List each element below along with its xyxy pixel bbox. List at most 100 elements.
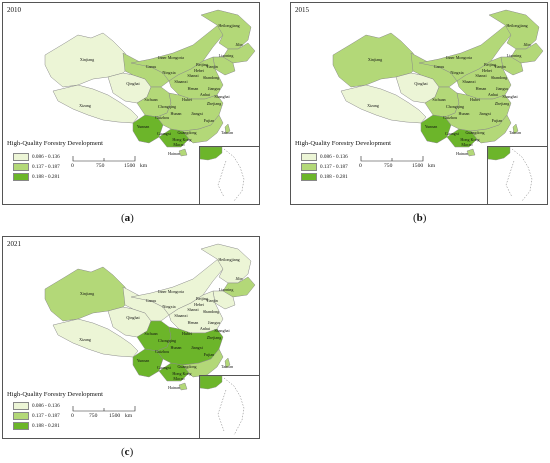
region-label: Hunan <box>171 111 182 116</box>
region-label: Shaanxi <box>174 313 188 318</box>
legend-item-high: 0.188 - 0.281 <box>301 173 348 181</box>
legend-item-low: 0.086 - 0.136 <box>301 153 348 161</box>
region-label: Hong Kong <box>172 371 191 376</box>
panel-year: 2021 <box>7 240 21 248</box>
region-label: Jiangxi <box>191 345 204 350</box>
province-inner-mongoria <box>130 258 224 316</box>
region-label: Ningxia <box>450 70 463 75</box>
region-label: Qinghai <box>414 81 428 86</box>
region-label: Hunan <box>171 345 182 350</box>
inset-boundary <box>217 148 245 202</box>
region-label: Fujian <box>204 352 214 357</box>
region-label: Jiangsu <box>208 86 220 91</box>
legend-swatch <box>13 163 29 171</box>
legend-title: High-Quality Forestry Development <box>295 140 391 147</box>
china-map-2015: Heilongjiang Jilin Liaoning Inner Mongoria B… <box>332 9 544 157</box>
region-label: Fujian <box>492 118 502 123</box>
legend-swatch <box>13 422 29 430</box>
region-label: Shaanxi <box>174 79 188 84</box>
region-label: Anhui <box>200 326 211 331</box>
region-label: Hebei <box>194 302 205 307</box>
region-label: Hebei <box>482 68 493 73</box>
region-label: Qinghai <box>126 315 140 320</box>
region-label: Zhejiang <box>207 101 222 106</box>
province-xizang <box>52 84 139 124</box>
province-inner-mongoria <box>130 24 224 82</box>
scale-tick: 0 <box>71 413 74 419</box>
region-label: Taiwan <box>221 364 233 369</box>
legend-item-high: 0.188 - 0.281 <box>13 422 60 430</box>
region-label: Hubei <box>182 331 193 336</box>
inset-boundary <box>505 148 533 202</box>
province-taiwan <box>224 123 231 135</box>
map-panel-2015: 2015 Heilongjiang Jilin Liaoning Inner Mong… <box>290 2 548 205</box>
region-label: Henan <box>476 86 487 91</box>
region-label: Jiangxi <box>191 111 204 116</box>
region-label: Jilin <box>523 42 530 47</box>
region-label: Hainan <box>168 385 180 390</box>
region-label: Liaoning <box>219 53 234 58</box>
south-china-sea-inset <box>199 375 259 438</box>
region-label: Beijing <box>196 296 208 301</box>
region-label: Qinghai <box>126 81 140 86</box>
region-label: Chongqing <box>158 338 176 343</box>
scale-unit: km <box>428 163 436 169</box>
china-map-2010: Heilongjiang Jilin Liaoning Inner Mongoria B… <box>44 9 256 157</box>
inset-coast <box>487 146 511 161</box>
province-central <box>156 326 224 366</box>
scale-tick: 1500 <box>412 163 424 169</box>
region-label: Macao <box>173 376 184 381</box>
province-central <box>444 92 512 132</box>
region-label: Liaoning <box>219 287 234 292</box>
inset-map <box>199 146 245 202</box>
region-label: Jiangxi <box>479 111 492 116</box>
region-label: Beijing <box>196 62 208 67</box>
region-label: Shandong <box>203 75 219 80</box>
province-north <box>456 56 512 100</box>
region-label: Yunnan <box>137 358 150 363</box>
province-north <box>168 56 224 100</box>
inset-map <box>199 375 245 436</box>
legend-swatch <box>13 402 29 410</box>
region-label: Tianjin <box>206 298 218 303</box>
province-central <box>156 92 224 132</box>
legend-item-mid: 0.137 - 0.187 <box>13 163 60 171</box>
region-label: Heilongjiang <box>506 23 527 28</box>
province-north <box>168 290 224 334</box>
region-label: Macao <box>173 142 184 147</box>
region-label: Ningxia <box>162 304 175 309</box>
province-south <box>470 114 512 144</box>
legend-item-mid: 0.137 - 0.187 <box>13 412 60 420</box>
province-taiwan <box>224 357 231 369</box>
region-label: Xizang <box>79 337 91 342</box>
map-panel-2021: 2021 Heilongjiang Jilin Liaoning Inner Mong… <box>2 236 260 439</box>
region-label: Hebei <box>194 68 205 73</box>
province-hainan <box>466 148 476 157</box>
region-label: Liaoning <box>507 53 522 58</box>
scale-unit: km <box>125 413 133 419</box>
region-label: Inner Mongoria <box>158 289 184 294</box>
region-label: Henan <box>188 86 199 91</box>
caption-a: (a) <box>121 212 134 224</box>
legend-swatch <box>301 173 317 181</box>
scale-bar <box>72 406 136 412</box>
region-label: Shanghai <box>502 94 518 99</box>
region-label: Guangxi <box>445 131 460 136</box>
region-label: Guangxi <box>157 131 172 136</box>
region-label: Henan <box>188 320 199 325</box>
map-panel-2010: 2010 Heilongjiang Jilin Liaoning Inner Mong… <box>2 2 260 205</box>
region-label: Anhui <box>488 92 499 97</box>
inset-coast <box>199 375 223 390</box>
region-label: Hainan <box>456 151 468 156</box>
region-label: Hong Kong <box>172 137 191 142</box>
region-label: Yunnan <box>137 124 150 129</box>
south-china-sea-inset <box>487 146 547 204</box>
scale-tick: 750 <box>384 163 393 169</box>
region-label: Guangxi <box>157 365 172 370</box>
scale-tick: 750 <box>89 413 98 419</box>
region-label: Shanxi <box>187 73 199 78</box>
region-label: Shaanxi <box>462 79 476 84</box>
panel-year: 2010 <box>7 6 21 14</box>
region-label: Hong Kong <box>460 137 479 142</box>
region-label: Gansu <box>146 298 156 303</box>
